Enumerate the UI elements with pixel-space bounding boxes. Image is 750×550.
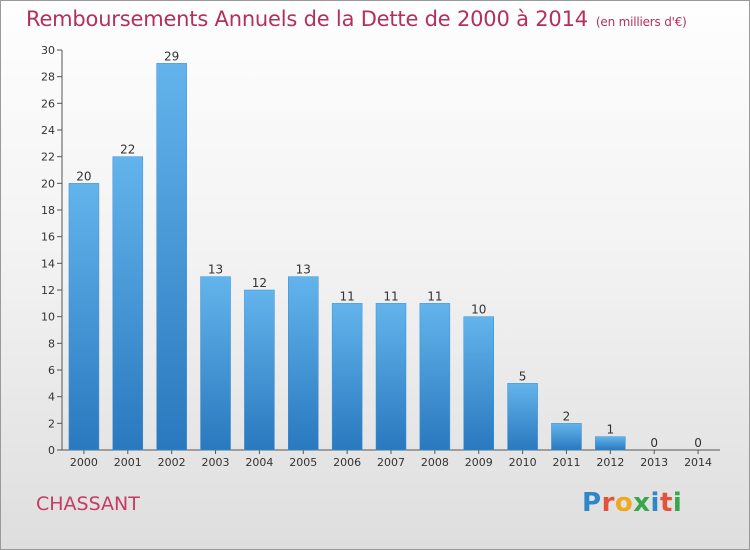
bars	[68, 63, 626, 451]
y-tick-label: 4	[48, 391, 55, 404]
bar-2000	[68, 183, 100, 451]
chart-unit: (en milliers d'€)	[595, 15, 687, 29]
data-label-2014: 0	[694, 436, 702, 450]
proxiti-logo: Proxiti	[582, 488, 683, 518]
x-tick-label: 2003	[202, 456, 230, 469]
x-tick-label: 2007	[377, 456, 405, 469]
x-tick-label: 2014	[684, 456, 712, 469]
y-tick-label: 20	[41, 177, 55, 190]
data-label-2009: 10	[471, 303, 486, 317]
data-label-2007: 11	[383, 289, 398, 303]
x-tick-label: 2000	[70, 456, 98, 469]
y-tick-label: 30	[41, 44, 55, 57]
x-tick-label: 2005	[289, 456, 317, 469]
x-tick-label: 2001	[114, 456, 142, 469]
data-label-2002: 29	[164, 49, 179, 63]
x-tick-label: 2006	[333, 456, 361, 469]
x-tick-label: 2004	[245, 456, 273, 469]
bar-2003	[200, 276, 231, 451]
bar-2002	[156, 63, 187, 451]
data-label-2012: 1	[607, 423, 615, 437]
y-tick-label: 10	[41, 311, 55, 324]
data-label-2001: 22	[120, 143, 135, 157]
y-tick-label: 28	[41, 71, 55, 84]
x-tick-label: 2012	[596, 456, 624, 469]
data-label-2010: 5	[519, 369, 527, 383]
x-tick-label: 2008	[421, 456, 449, 469]
bar-2011	[551, 423, 582, 451]
x-tick-label: 2002	[158, 456, 186, 469]
data-label-2011: 2	[563, 409, 571, 423]
data-label-2006: 11	[339, 289, 354, 303]
x-axis: 2000 2001 2002 2003 2004 2005 2006 2007 2008 2009…	[62, 449, 720, 469]
bar-2012	[595, 436, 626, 451]
y-tick-label: 24	[41, 124, 55, 137]
data-label-2000: 20	[76, 169, 91, 183]
x-tick-label: 2011	[552, 456, 580, 469]
bar-2006	[331, 303, 363, 451]
data-label-2003: 13	[208, 263, 223, 277]
data-label-2004: 12	[252, 276, 267, 290]
bar-2010	[507, 383, 538, 451]
town-name: CHASSANT	[36, 493, 140, 515]
bar-2009	[463, 316, 494, 451]
data-label-2005: 13	[296, 263, 311, 277]
bar-2005	[288, 276, 319, 451]
bar-2001	[112, 156, 144, 451]
y-tick-label: 12	[41, 284, 55, 297]
y-tick-label: 6	[48, 364, 55, 377]
chart-title-text: Remboursements Annuels de la Dette de 20…	[26, 7, 588, 31]
data-label-2013: 0	[650, 436, 658, 450]
bar-2007	[375, 303, 407, 451]
y-tick-label: 8	[48, 337, 55, 350]
x-tick-label: 2010	[509, 456, 537, 469]
bar-2004	[244, 289, 275, 451]
data-label-2008: 11	[427, 289, 442, 303]
y-tick-label: 18	[41, 204, 55, 217]
x-tick-label: 2013	[640, 456, 668, 469]
y-tick-label: 2	[48, 417, 55, 430]
chart-title: Remboursements Annuels de la Dette de 20…	[26, 7, 687, 31]
bar-2008	[419, 303, 451, 451]
y-tick-label: 14	[41, 257, 55, 270]
y-tick-label: 26	[41, 97, 55, 110]
y-tick-label: 22	[41, 151, 55, 164]
y-tick-label: 16	[41, 231, 55, 244]
x-tick-label: 2009	[465, 456, 493, 469]
y-tick-label: 0	[48, 444, 55, 457]
